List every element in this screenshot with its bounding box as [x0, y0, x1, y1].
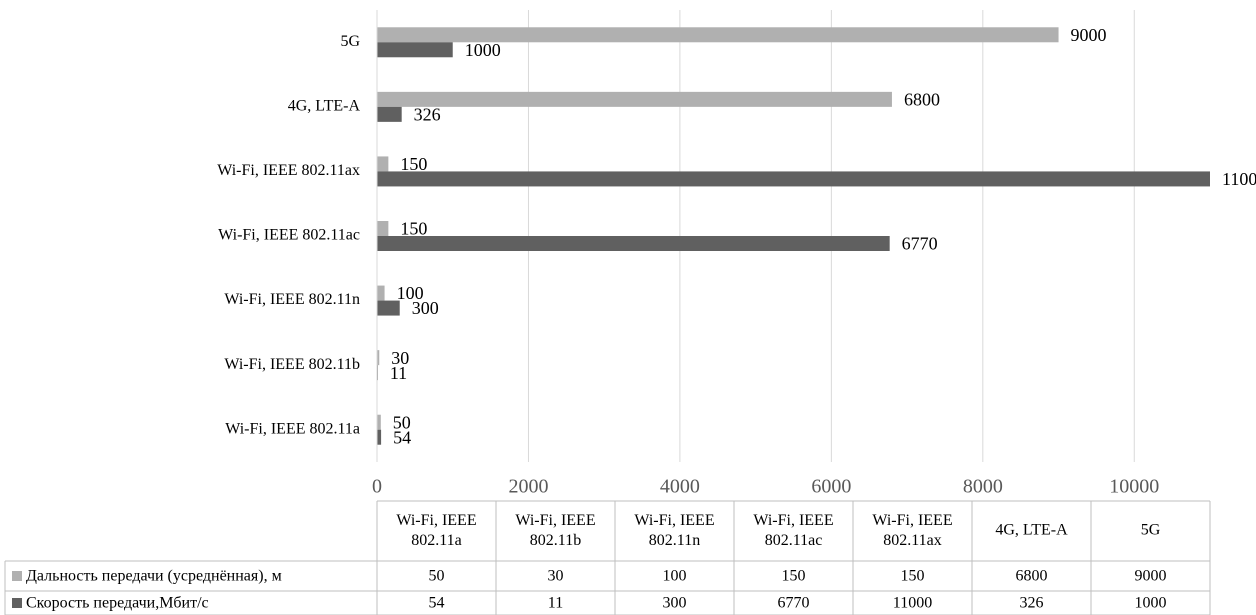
- data-label: 300: [412, 298, 439, 318]
- data-label: 326: [414, 104, 441, 124]
- bar: [377, 91, 892, 107]
- table-cell: 9000: [1135, 568, 1167, 585]
- bar: [377, 171, 1210, 187]
- table-header: 4G, LTE-A: [995, 522, 1068, 539]
- table-cell: 150: [901, 568, 925, 585]
- bar: [377, 221, 389, 236]
- table-cell: 30: [548, 568, 564, 585]
- data-label: 1000: [465, 40, 501, 60]
- bar: [377, 156, 389, 172]
- data-label: 50: [393, 412, 411, 432]
- data-label: 6770: [902, 234, 938, 254]
- table-cell: 6770: [778, 595, 810, 612]
- y-tick-label: Wi-Fi, IEEE 802.11a: [225, 420, 360, 437]
- x-tick-label: 2000: [508, 476, 548, 498]
- y-tick-label: Wi-Fi, IEEE 802.11b: [224, 356, 360, 373]
- data-label: 9000: [1071, 25, 1107, 45]
- table-header: Wi-Fi, IEEE 802.11n: [634, 512, 714, 549]
- bar: [377, 300, 400, 316]
- y-tick-label: 5G: [340, 33, 360, 50]
- x-tick-label: 0: [372, 476, 382, 498]
- data-label: 6800: [904, 89, 940, 109]
- bar: [377, 42, 453, 58]
- table-cell: 11: [548, 595, 563, 612]
- bar: [377, 106, 402, 122]
- bar: [377, 27, 1059, 43]
- table-header: Wi-Fi, IEEE 802.11a: [396, 512, 476, 549]
- legend-key: [12, 598, 22, 608]
- data-label: 150: [400, 154, 427, 174]
- x-tick-label: 6000: [811, 476, 851, 498]
- data-label: 100: [397, 283, 424, 303]
- table-header: Wi-Fi, IEEE 802.11ac: [753, 512, 833, 549]
- table-header: Wi-Fi, IEEE 802.11b: [515, 512, 595, 549]
- bar: [377, 285, 385, 301]
- bar: [377, 414, 381, 430]
- x-tick-label: 10000: [1109, 476, 1159, 498]
- table-cell: 6800: [1016, 568, 1048, 585]
- bar: [377, 350, 380, 366]
- legend-key: [12, 571, 22, 581]
- bar: [377, 236, 890, 251]
- y-tick-label: 4G, LTE-A: [288, 98, 361, 115]
- x-tick-label: 8000: [963, 476, 1003, 498]
- table-cell: 100: [663, 568, 687, 585]
- table-cell: 11000: [893, 595, 932, 612]
- legend-label: Скорость передачи,Мбит/с: [26, 595, 209, 612]
- data-label: 11000: [1222, 169, 1256, 189]
- data-label: 150: [400, 219, 427, 239]
- y-tick-label: Wi-Fi, IEEE 802.11n: [224, 291, 360, 308]
- table-cell: 326: [1020, 595, 1044, 612]
- table-header: 5G: [1141, 522, 1161, 539]
- table-cell: 1000: [1135, 595, 1167, 612]
- legend-label: Дальность передачи (усреднённая), м: [26, 568, 282, 585]
- x-tick-label: 4000: [660, 476, 700, 498]
- data-label: 54: [393, 427, 411, 447]
- table-cell: 54: [429, 595, 445, 612]
- data-label: 11: [390, 363, 407, 383]
- table-cell: 150: [782, 568, 806, 585]
- table-cell: 50: [429, 568, 445, 585]
- data-label: 30: [391, 348, 409, 368]
- table-header: Wi-Fi, IEEE 802.11ax: [872, 512, 952, 549]
- bar: [377, 429, 382, 445]
- table-cell: 300: [663, 595, 687, 612]
- y-tick-label: Wi-Fi, IEEE 802.11ax: [217, 162, 360, 179]
- y-tick-label: Wi-Fi, IEEE 802.11ac: [218, 227, 360, 244]
